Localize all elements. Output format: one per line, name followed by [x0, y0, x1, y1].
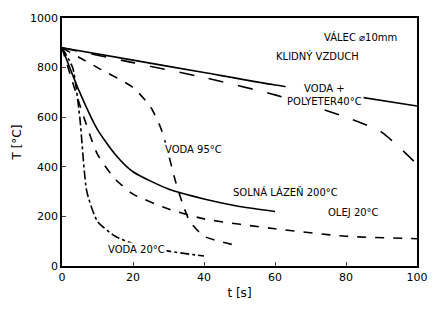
svg-text:0: 0	[59, 271, 66, 284]
svg-text:SOLNÁ LÁZEŇ 200°C: SOLNÁ LÁZEŇ 200°C	[233, 186, 338, 198]
svg-text:T [°C]: T [°C]	[10, 125, 24, 161]
svg-text:KLIDNÝ VZDUCH: KLIDNÝ VZDUCH	[276, 50, 359, 62]
svg-text:40: 40	[197, 271, 211, 284]
svg-text:VODA +POLYETER40°C: VODA +POLYETER40°C	[287, 83, 362, 107]
svg-text:60: 60	[268, 271, 282, 284]
svg-text:200: 200	[37, 210, 58, 223]
svg-text:t [s]: t [s]	[227, 286, 251, 300]
svg-text:20: 20	[126, 271, 140, 284]
svg-text:400: 400	[37, 161, 58, 174]
svg-text:VODA 20°C: VODA 20°C	[108, 244, 165, 255]
svg-text:600: 600	[37, 111, 58, 124]
svg-text:80: 80	[339, 271, 353, 284]
svg-text:0: 0	[51, 260, 58, 273]
svg-text:VÁLEC ⌀10mm: VÁLEC ⌀10mm	[324, 31, 397, 43]
svg-text:OLEJ 20°C: OLEJ 20°C	[328, 207, 379, 218]
svg-text:1000: 1000	[30, 12, 58, 25]
svg-text:100: 100	[407, 271, 428, 284]
svg-text:800: 800	[37, 61, 58, 74]
svg-text:VODA 95°C: VODA 95°C	[165, 144, 222, 155]
